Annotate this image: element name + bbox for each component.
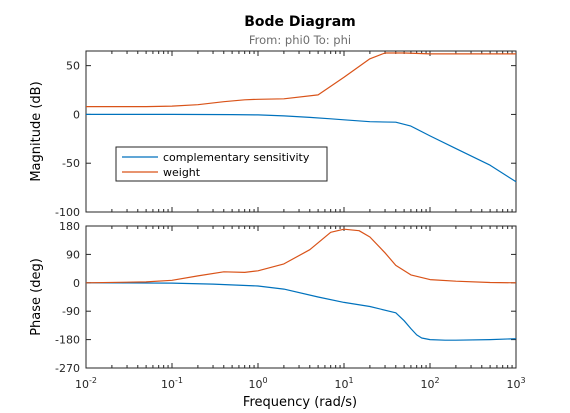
magnitude-panel: 50 0 -50 -100 Magnitude (dB) — [29, 50, 517, 219]
series-line-weight — [86, 52, 516, 108]
phase-panel: 180 90 0 -90 -180 -270 Phase (deg) — [29, 220, 517, 375]
magnitude-ticks: 50 0 -50 -100 — [55, 51, 517, 219]
legend-label-weight: weight — [163, 166, 201, 179]
series-line-complementary-sensitivity — [85, 282, 517, 341]
x-tick-label: 10-2 — [75, 376, 97, 391]
legend: complementary sensitivity weight — [115, 146, 328, 182]
x-tick-label: 100 — [248, 376, 267, 391]
y-tick-label: -90 — [62, 305, 80, 318]
x-tick-label: 10-1 — [161, 376, 183, 391]
magnitude-lines — [86, 52, 517, 183]
y-tick-label: -270 — [55, 362, 80, 375]
x-tick-labels: 10-2 10-1 100 101 102 103 — [75, 376, 526, 391]
x-tick-label: 102 — [420, 376, 439, 391]
y-tick-label: 90 — [66, 248, 80, 261]
y-tick-label: -180 — [55, 334, 80, 347]
legend-box — [115, 146, 328, 182]
y-tick-label: 180 — [59, 220, 80, 233]
magnitude-axis-label: Magnitude (dB) — [29, 81, 44, 181]
y-tick-label: 0 — [73, 108, 80, 121]
phase-axis-label: Phase (deg) — [29, 258, 44, 336]
x-axis-label: Frequency (rad/s) — [243, 395, 357, 410]
y-tick-label: 0 — [73, 277, 80, 290]
chart-subtitle: From: phi0 To: phi — [249, 33, 351, 47]
series-line-weight — [85, 228, 517, 284]
phase-axes-frame — [85, 225, 517, 369]
y-tick-label: -50 — [62, 157, 80, 170]
chart-title: Bode Diagram — [244, 14, 356, 30]
phase-ticks: 180 90 0 -90 -180 -270 — [55, 220, 517, 375]
series-line-complementary-sensitivity — [86, 113, 517, 183]
x-tick-label: 101 — [334, 376, 353, 391]
phase-lines — [85, 228, 517, 341]
magnitude-axes-frame — [85, 50, 517, 213]
x-tick-label: 103 — [506, 376, 525, 391]
y-tick-label: 50 — [66, 60, 80, 73]
y-tick-label: -100 — [55, 206, 80, 219]
legend-label-complementary-sensitivity: complementary sensitivity — [163, 151, 310, 164]
